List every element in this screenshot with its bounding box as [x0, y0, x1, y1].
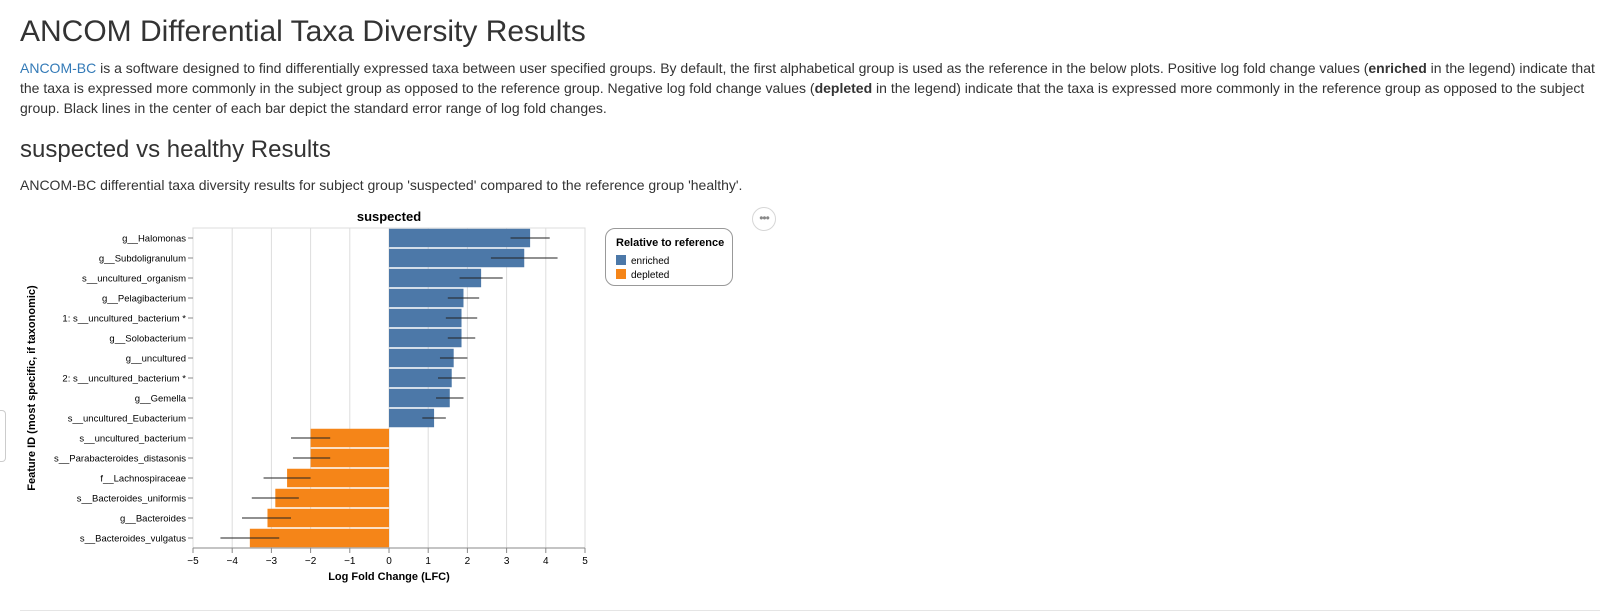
y-axis-title: Feature ID (most specific, if taxonomic)	[26, 285, 38, 491]
bottom-divider	[20, 610, 1600, 611]
bar-12	[287, 468, 389, 488]
chart-legend: Relative to reference enriched depleted	[605, 228, 733, 286]
x-tick-label-10: 5	[582, 556, 588, 567]
x-tick-label-3: −2	[305, 556, 317, 567]
intro-text-2: in the legend) indicate that the taxa is…	[20, 60, 1595, 96]
bar-10	[310, 428, 389, 448]
x-tick-label-6: 1	[425, 556, 431, 567]
bar-1	[389, 248, 525, 268]
legend-item-enriched: enriched	[616, 255, 669, 267]
x-tick-label-8: 3	[504, 556, 510, 567]
section-description: ANCOM-BC differential taxa diversity res…	[20, 177, 743, 193]
y-tick-label-10: s__uncultured_bacterium	[79, 434, 186, 445]
x-tick-label-1: −4	[226, 556, 238, 567]
intro-bold-enriched: enriched	[1368, 60, 1427, 76]
legend-swatch-enriched	[616, 255, 626, 265]
x-tick-label-5: 0	[386, 556, 392, 567]
y-tick-label-1: g__Subdoligranulum	[99, 254, 186, 265]
chart-title: suspected	[357, 209, 421, 224]
bar-5	[389, 328, 462, 348]
chart-actions-button[interactable]: •••	[752, 207, 776, 231]
legend-item-depleted: depleted	[616, 269, 669, 281]
y-tick-label-6: g__uncultured	[126, 354, 186, 365]
y-tick-label-8: g__Gemella	[135, 394, 187, 405]
y-tick-label-4: 1: s__uncultured_bacterium *	[62, 314, 186, 325]
bar-11	[310, 448, 389, 468]
side-panel-tab[interactable]	[0, 410, 6, 462]
bar-2	[389, 268, 482, 288]
legend-title: Relative to reference	[616, 237, 725, 249]
bar-4	[389, 308, 462, 328]
legend-label-depleted: depleted	[631, 270, 670, 281]
x-tick-label-2: −3	[266, 556, 278, 567]
y-tick-label-15: s__Bacteroides_vulgatus	[80, 534, 186, 545]
y-tick-label-12: f__Lachnospiraceae	[100, 474, 186, 485]
page-title: ANCOM Differential Taxa Diversity Result…	[20, 15, 586, 48]
y-tick-label-7: 2: s__uncultured_bacterium *	[62, 374, 186, 385]
bar-3	[389, 288, 464, 308]
section-title: suspected vs healthy Results	[20, 136, 331, 163]
intro-bold-depleted: depleted	[814, 80, 873, 96]
ancom-bc-link[interactable]: ANCOM-BC	[20, 60, 97, 76]
x-tick-label-4: −1	[344, 556, 356, 567]
bar-0	[389, 228, 531, 248]
bar-15	[249, 528, 389, 548]
intro-paragraph: ANCOM-BC is a software designed to find …	[20, 58, 1598, 118]
bar-8	[389, 388, 450, 408]
y-tick-label-11: s__Parabacteroides_distasonis	[54, 454, 186, 465]
x-axis-title: Log Fold Change (LFC)	[328, 571, 450, 583]
y-tick-label-5: g__Solobacterium	[109, 334, 186, 345]
y-tick-label-0: g__Halomonas	[122, 234, 186, 245]
bar-13	[275, 488, 389, 508]
x-tick-label-0: −5	[187, 556, 199, 567]
intro-text-1: is a software designed to find different…	[96, 60, 1369, 76]
x-tick-label-9: 4	[543, 556, 549, 567]
y-tick-label-13: s__Bacteroides_uniformis	[77, 494, 187, 505]
y-tick-label-9: s__uncultured_Eubacterium	[68, 414, 186, 425]
bar-6	[389, 348, 454, 368]
x-tick-label-7: 2	[465, 556, 471, 567]
legend-swatch-depleted	[616, 269, 626, 279]
y-tick-label-14: g__Bacteroides	[120, 514, 186, 525]
bar-7	[389, 368, 452, 388]
bar-9	[389, 408, 435, 428]
legend-label-enriched: enriched	[631, 256, 670, 267]
y-tick-label-3: g__Pelagibacterium	[102, 294, 186, 305]
intro-text-3: in the legend) indicate that the taxa is…	[20, 80, 1585, 116]
y-tick-label-2: s__uncultured_organism	[82, 274, 186, 285]
bar-14	[267, 508, 389, 528]
